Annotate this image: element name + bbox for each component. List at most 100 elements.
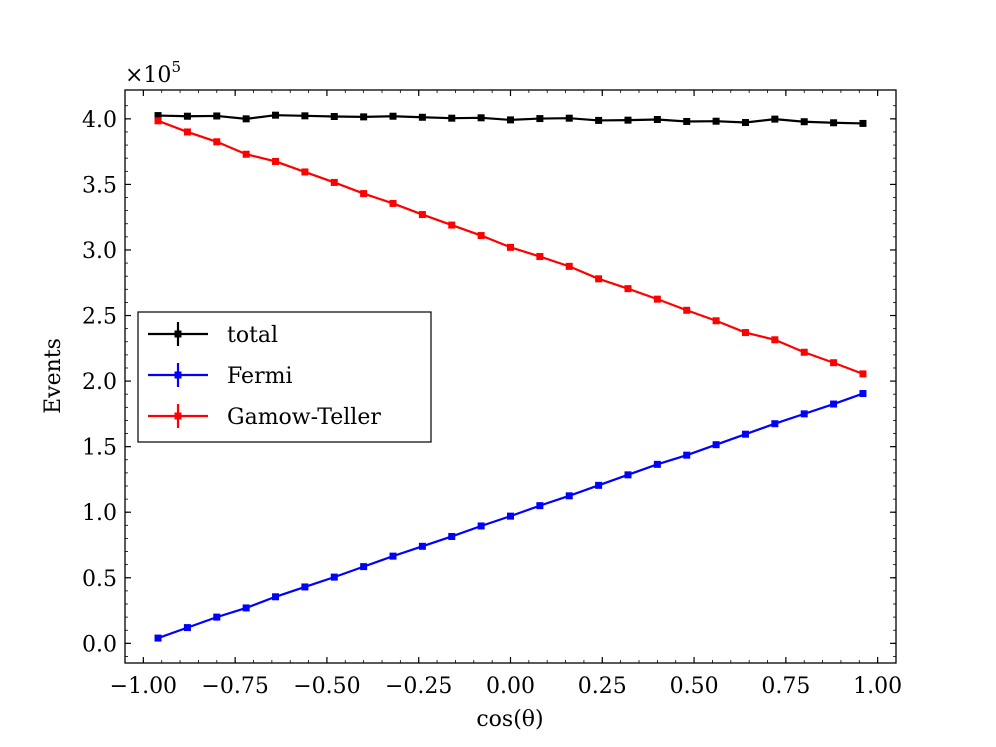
y-tick-label: 1.0 (82, 501, 117, 526)
data-point (242, 150, 250, 158)
data-point (477, 522, 485, 530)
x-axis-label: cos(θ) (476, 707, 543, 732)
data-point (624, 285, 632, 293)
data-point (830, 359, 838, 367)
data-point (389, 199, 397, 207)
data-point (301, 112, 309, 120)
data-point (741, 430, 749, 438)
data-point (800, 348, 808, 356)
data-point (653, 295, 661, 303)
data-point (272, 157, 280, 165)
data-point (183, 624, 191, 632)
data-point (507, 243, 514, 251)
data-point (418, 211, 426, 219)
x-tick-label: 0.50 (670, 674, 719, 699)
data-point (595, 116, 603, 124)
data-point (360, 190, 368, 198)
legend-marker (174, 371, 182, 379)
series-layer (154, 111, 867, 642)
data-point (536, 115, 544, 123)
data-point (301, 168, 309, 176)
data-point (653, 460, 661, 468)
x-tick-label: 0.75 (761, 674, 810, 699)
legend-marker (174, 330, 182, 338)
data-point (565, 492, 573, 500)
data-point (448, 114, 456, 122)
data-point (330, 178, 338, 186)
data-point (183, 128, 191, 136)
x-tick-label: −0.50 (293, 674, 360, 699)
series-gamow-teller (154, 117, 867, 378)
x-tick-label: −0.25 (385, 674, 452, 699)
data-point (272, 593, 280, 601)
legend-label: Fermi (227, 364, 293, 389)
data-point (624, 471, 632, 479)
multiplier-base: ×10 (125, 63, 171, 88)
data-point (213, 112, 221, 120)
data-point (242, 604, 250, 612)
data-point (242, 115, 250, 123)
data-point (859, 119, 867, 127)
data-point (154, 112, 162, 120)
x-tick-label: 0.00 (486, 674, 535, 699)
data-point (418, 113, 426, 121)
data-point (859, 370, 867, 378)
legend: total Fermi Gamow-Teller (137, 311, 432, 443)
x-tick-label: 0.25 (578, 674, 627, 699)
data-point (653, 116, 661, 124)
data-point (771, 420, 779, 428)
y-tick-label: 0.0 (82, 632, 117, 657)
data-point (800, 118, 808, 126)
data-point (389, 112, 397, 120)
y-tick-label: 2.5 (82, 305, 117, 330)
data-point (448, 221, 456, 229)
data-point (624, 116, 632, 124)
y-tick-label: 3.0 (82, 239, 117, 264)
data-point (712, 441, 720, 449)
x-tick-label: 1.00 (853, 674, 902, 699)
data-point (683, 117, 691, 125)
legend-entry: Fermi (148, 363, 293, 389)
data-point (683, 306, 691, 314)
y-tick-label: 3.5 (82, 173, 117, 198)
y-axis-multiplier: ×105 (125, 58, 181, 88)
legend-entry: Gamow-Teller (148, 404, 381, 430)
data-point (389, 552, 397, 560)
data-point (683, 451, 691, 459)
data-point (507, 116, 514, 124)
data-point (771, 336, 779, 344)
data-point (771, 115, 779, 123)
series-fermi (154, 390, 867, 642)
ticks-layer: −1.00 −0.75 −0.50 −0.25 0.00 0.25 0.50 0.75 1.00… (82, 90, 902, 699)
data-point (830, 400, 838, 408)
data-point (477, 114, 485, 122)
data-point (448, 532, 456, 540)
data-point (477, 232, 485, 240)
x-tick-label: −1.00 (110, 674, 177, 699)
data-point (536, 253, 544, 261)
data-point (536, 502, 544, 510)
data-point (800, 410, 808, 418)
legend-label: Gamow-Teller (227, 405, 381, 430)
data-point (595, 481, 603, 489)
legend-label: total (227, 323, 278, 348)
data-point (507, 512, 514, 520)
data-point (418, 542, 426, 550)
data-point (154, 634, 162, 642)
data-point (360, 563, 368, 571)
data-point (330, 112, 338, 120)
data-point (712, 117, 720, 125)
legend-entry: total (148, 322, 278, 348)
data-point (360, 113, 368, 121)
series-total (154, 111, 867, 127)
data-point (330, 573, 338, 581)
y-tick-label: 2.0 (82, 370, 117, 395)
data-point (565, 262, 573, 270)
x-tick-label: −0.75 (201, 674, 268, 699)
y-tick-label: 1.5 (82, 436, 117, 461)
data-point (741, 119, 749, 127)
data-point (859, 390, 867, 398)
y-axis-label: Events (41, 338, 66, 414)
y-tick-label: 0.5 (82, 567, 117, 592)
